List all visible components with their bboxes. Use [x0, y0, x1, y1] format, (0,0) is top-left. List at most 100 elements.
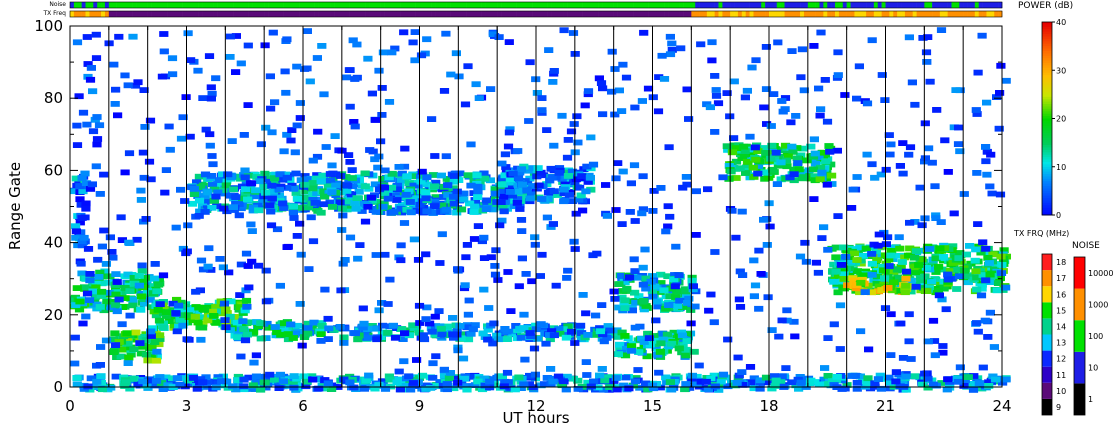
echo-cell	[378, 175, 388, 182]
noise-strip-cell	[877, 2, 882, 8]
echo-cell	[325, 199, 335, 206]
echo-cell	[829, 278, 839, 285]
power-colorbar-cell	[1042, 101, 1052, 105]
noise-strip-cell	[574, 2, 580, 8]
echo-cell	[138, 343, 148, 350]
echo-cell	[443, 192, 453, 198]
echo-cell	[140, 274, 151, 281]
echo-cell	[781, 365, 791, 371]
noise-strip-cell	[633, 2, 638, 8]
noise-strip-cell	[221, 2, 226, 8]
echo-cell	[956, 259, 966, 265]
echo-cell	[852, 379, 862, 386]
echo-cell	[413, 379, 423, 386]
echo-cell	[502, 369, 513, 376]
echo-cell	[821, 158, 831, 165]
echo-cell	[364, 372, 374, 379]
txfreq-strip-cell	[365, 11, 370, 17]
echo-cell	[931, 255, 941, 262]
echo-cell	[316, 178, 326, 185]
echo-cell	[434, 308, 444, 314]
echo-cell	[607, 48, 617, 55]
echo-cell	[929, 338, 940, 344]
echo-cell	[563, 267, 573, 274]
txfreq-strip-cell	[194, 11, 199, 17]
txfreq-strip-cell	[854, 11, 859, 17]
noise-strip-cell	[908, 2, 913, 8]
echo-cell	[577, 173, 587, 179]
noise-strip-cell	[842, 2, 847, 8]
echo-cell	[248, 386, 258, 392]
echo-cell	[91, 278, 101, 285]
echo-cell	[354, 174, 364, 181]
echo-cell	[409, 236, 419, 243]
power-colorbar-cell	[1042, 60, 1052, 64]
txfreq-strip-cell	[582, 11, 587, 17]
echo-cell	[667, 340, 677, 347]
echo-cell	[831, 268, 841, 275]
echo-cell	[977, 285, 987, 292]
echo-cell	[479, 375, 489, 382]
echo-cell	[710, 249, 720, 255]
noise-strip-cell	[101, 2, 106, 8]
echo-cell	[968, 387, 979, 393]
echo-cell	[856, 279, 866, 286]
echo-cell	[931, 269, 941, 275]
noise-strip-cell	[392, 2, 397, 8]
echo-cell	[815, 164, 826, 171]
echo-cell	[233, 334, 243, 341]
txfreq-colorbar-cell	[1042, 366, 1052, 383]
echo-cell	[777, 317, 787, 324]
echo-cell	[624, 385, 634, 392]
echo-cell	[153, 307, 163, 313]
echo-cell	[778, 108, 788, 115]
echo-cell	[228, 186, 238, 193]
echo-cell	[998, 379, 1008, 386]
echo-cell	[665, 213, 675, 220]
echo-cell	[398, 336, 408, 342]
noise-strip-cell	[337, 2, 343, 8]
echo-cell	[729, 78, 739, 85]
noise-strip-cell	[132, 2, 137, 8]
power-colorbar-cell	[1042, 41, 1052, 45]
txfreq-strip-cell	[621, 11, 626, 17]
txfreq-strip-cell	[411, 11, 416, 17]
power-colorbar-cell	[1042, 104, 1052, 107]
echo-cell	[233, 326, 243, 333]
echo-cell	[241, 297, 252, 304]
echo-cell	[545, 177, 555, 184]
txfreq-strip-cell	[811, 11, 816, 17]
echo-cell	[654, 369, 664, 376]
echo-cell	[883, 285, 893, 291]
echo-cell	[359, 320, 369, 327]
echo-cell	[234, 201, 244, 208]
echo-cell	[369, 325, 379, 332]
echo-cell	[260, 42, 270, 49]
echo-cell	[561, 334, 571, 341]
power-colorbar-cell	[1042, 65, 1052, 69]
echo-cell	[178, 114, 188, 121]
echo-cell	[884, 374, 894, 381]
echo-cell	[682, 86, 692, 93]
txfreq-strip-cell	[244, 11, 249, 17]
noise-strip-cell	[803, 2, 809, 8]
echo-cell	[862, 379, 872, 386]
echo-cell	[819, 224, 829, 231]
echo-cell	[516, 385, 526, 391]
echo-cell	[194, 304, 204, 311]
noise-colorbar-tick-label: 1	[1088, 395, 1093, 404]
echo-cell	[613, 334, 623, 340]
power-colorbar-cell	[1042, 157, 1052, 160]
noise-strip-cell	[240, 2, 246, 8]
echo-cell	[473, 194, 483, 200]
echo-cell	[727, 207, 737, 214]
echo-cell	[975, 380, 985, 386]
echo-cell	[183, 312, 193, 319]
txfreq-strip-cell	[745, 11, 750, 17]
echo-cell	[444, 375, 454, 381]
echo-cell	[92, 136, 103, 142]
noise-strip-cell	[563, 2, 568, 8]
echo-cell	[598, 111, 608, 118]
echo-cell	[422, 36, 432, 43]
echo-cell	[776, 176, 786, 183]
